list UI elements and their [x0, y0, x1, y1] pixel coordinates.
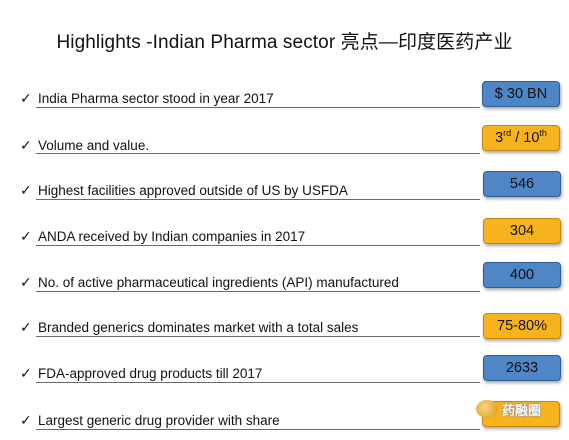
slide-title: Highlights -Indian Pharma sector 亮点—印度医药…: [56, 32, 513, 53]
highlight-value-box: $ 30 BN: [482, 81, 560, 107]
highlight-value-box: 2633: [483, 355, 561, 381]
checkmark-icon: ✓: [20, 274, 32, 290]
highlight-value-box: 75-80%: [483, 313, 561, 339]
divider: [36, 429, 480, 430]
rank-number: 3: [495, 130, 504, 146]
highlight-value-box: 3rd / 10th: [482, 125, 560, 151]
checkmark-icon: ✓: [20, 182, 32, 198]
highlight-value-box: 400: [483, 262, 561, 288]
divider: [36, 382, 480, 383]
highlight-label: Largest generic drug provider with share: [38, 413, 280, 428]
rank-suffix: rd: [503, 128, 512, 139]
divider: [36, 199, 480, 200]
checkmark-icon: ✓: [20, 412, 32, 428]
checkmark-icon: ✓: [20, 365, 32, 381]
highlight-label: Highest facilities approved outside of U…: [38, 183, 348, 198]
highlight-label: No. of active pharmaceutical ingredients…: [38, 275, 399, 290]
highlight-label: India Pharma sector stood in year 2017: [38, 91, 274, 106]
checkmark-icon: ✓: [20, 228, 32, 244]
highlight-label: FDA-approved drug products till 2017: [38, 366, 263, 381]
highlight-value-box: 304: [483, 218, 561, 244]
watermark: 药融圈: [476, 396, 562, 422]
highlight-label: Volume and value.: [38, 138, 150, 153]
watermark-text: 药融圈: [502, 402, 542, 418]
highlight-value-box: 546: [483, 171, 561, 197]
highlight-label: ANDA received by Indian companies in 201…: [38, 229, 306, 244]
checkmark-icon: ✓: [20, 137, 32, 153]
divider: [36, 291, 480, 292]
divider: [36, 153, 480, 154]
rank-number: / 10: [511, 130, 540, 146]
divider: [36, 336, 480, 337]
watermark-logo-icon: [476, 400, 498, 418]
highlight-label: Branded generics dominates market with a…: [38, 320, 359, 335]
checkmark-icon: ✓: [20, 319, 32, 335]
rank-suffix: th: [539, 128, 547, 139]
divider: [36, 107, 480, 108]
divider: [36, 245, 480, 246]
checkmark-icon: ✓: [20, 90, 32, 106]
